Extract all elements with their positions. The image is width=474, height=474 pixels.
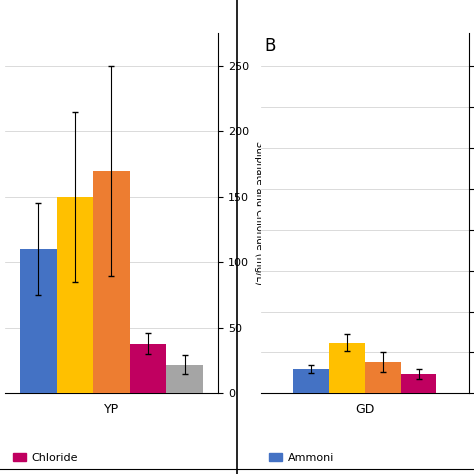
Bar: [56, 197, 93, 393]
Bar: [401, 374, 437, 393]
Bar: [130, 344, 166, 393]
Bar: [20, 249, 56, 393]
Bar: [293, 369, 329, 393]
Y-axis label: Sulphate and Chloride (mg/L): Sulphate and Chloride (mg/L): [255, 141, 264, 285]
Legend: Chloride: Chloride: [8, 448, 82, 467]
Legend: Ammoni: Ammoni: [264, 448, 338, 467]
Bar: [365, 362, 401, 393]
Bar: [93, 171, 130, 393]
Bar: [329, 343, 365, 393]
Bar: [166, 365, 203, 393]
Text: B: B: [265, 37, 276, 55]
